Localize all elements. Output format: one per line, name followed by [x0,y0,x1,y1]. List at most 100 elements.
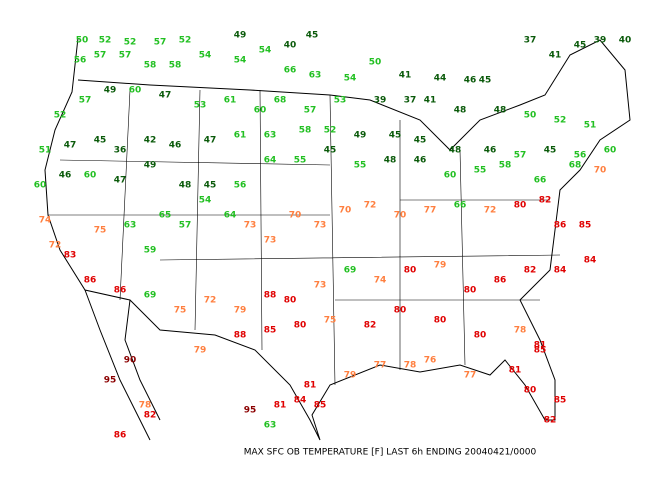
station-temperature: 47 [64,141,77,151]
station-temperature: 72 [204,296,217,306]
station-temperature: 48 [179,181,192,191]
station-temperature: 85 [579,221,592,231]
station-temperature: 85 [534,346,547,356]
station-temperature: 58 [144,61,157,71]
station-temperature: 45 [574,41,587,51]
station-temperature: 65 [159,211,172,221]
station-temperature: 80 [434,316,447,326]
station-temperature: 47 [114,176,127,186]
station-temperature: 56 [234,181,247,191]
station-temperature: 82 [524,266,537,276]
station-temperature: 86 [114,286,127,296]
station-temperature: 86 [114,431,127,441]
station-temperature: 68 [569,161,582,171]
station-temperature: 73 [244,221,257,231]
station-temperature: 88 [234,331,247,341]
station-temperature: 45 [389,131,402,141]
station-temperature: 40 [284,41,297,51]
station-temperature: 78 [139,401,152,411]
station-temperature: 40 [619,36,632,46]
station-temperature: 84 [554,266,567,276]
station-temperature: 52 [179,36,192,46]
station-temperature: 84 [294,396,307,406]
station-temperature: 63 [124,221,137,231]
station-temperature: 82 [364,321,377,331]
station-temperature: 64 [224,211,237,221]
station-temperature: 54 [259,46,272,56]
station-temperature: 50 [369,58,382,68]
station-temperature: 80 [294,321,307,331]
station-temperature: 88 [264,291,277,301]
station-temperature: 51 [584,121,597,131]
station-temperature: 60 [444,171,457,181]
station-temperature: 74 [39,216,52,226]
station-temperature: 41 [424,96,437,106]
station-temperature: 80 [404,266,417,276]
station-temperature: 55 [474,166,487,176]
station-temperature: 45 [204,181,217,191]
station-temperature: 72 [364,201,377,211]
station-temperature: 45 [306,31,319,41]
station-temperature: 80 [394,306,407,316]
station-temperature: 81 [304,381,317,391]
baja [84,289,161,441]
station-temperature: 81 [509,366,522,376]
station-temperature: 60 [254,106,267,116]
station-temperature: 60 [84,171,97,181]
station-temperature: 69 [344,266,357,276]
station-temperature: 73 [314,281,327,291]
station-temperature: 68 [274,96,287,106]
station-temperature: 77 [464,371,477,381]
station-temperature: 80 [464,286,477,296]
station-temperature: 52 [54,111,67,121]
station-temperature: 82 [144,411,157,421]
station-temperature: 95 [244,406,257,416]
station-temperature: 80 [474,331,487,341]
station-temperature: 59 [144,246,157,256]
station-temperature: 41 [399,71,412,81]
station-temperature: 77 [424,206,437,216]
station-temperature: 45 [94,136,107,146]
station-temperature: 54 [199,196,212,206]
station-temperature: 56 [74,56,87,66]
station-temperature: 45 [324,146,337,156]
caption: MAX SFC OB TEMPERATURE [F] LAST 6h ENDIN… [244,448,537,458]
station-temperature: 54 [234,56,247,66]
station-temperature: 75 [94,226,107,236]
station-temperature: 39 [594,36,607,46]
station-temperature: 46 [464,76,477,86]
station-temperature: 90 [124,356,137,366]
station-temperature: 63 [309,71,322,81]
station-temperature: 53 [194,101,207,111]
station-temperature: 49 [354,131,367,141]
station-temperature: 46 [484,146,497,156]
station-temperature: 57 [154,38,167,48]
state-lines [48,89,561,386]
station-temperature: 50 [524,111,537,121]
station-temperature: 72 [49,241,62,251]
station-temperature: 86 [554,221,567,231]
station-temperature: 58 [499,161,512,171]
station-temperature: 57 [119,51,132,61]
station-temperature: 46 [59,171,72,181]
station-temperature: 45 [414,136,427,146]
station-temperature: 66 [284,66,297,76]
station-temperature: 85 [554,396,567,406]
station-temperature: 39 [374,96,387,106]
station-temperature: 81 [534,341,547,351]
station-temperature: 41 [549,51,562,61]
station-temperature: 80 [284,296,297,306]
station-temperature: 70 [289,211,302,221]
station-temperature: 51 [39,146,52,156]
station-temperature: 69 [144,291,157,301]
station-temperature: 56 [574,151,587,161]
station-temperature: 64 [264,156,277,166]
station-temperature: 78 [514,326,527,336]
station-temperature: 48 [494,106,507,116]
station-temperature: 37 [524,36,537,46]
station-temperature: 42 [144,136,157,146]
station-temperature: 55 [354,161,367,171]
station-temperature: 46 [169,141,182,151]
station-temperature: 63 [264,421,277,431]
